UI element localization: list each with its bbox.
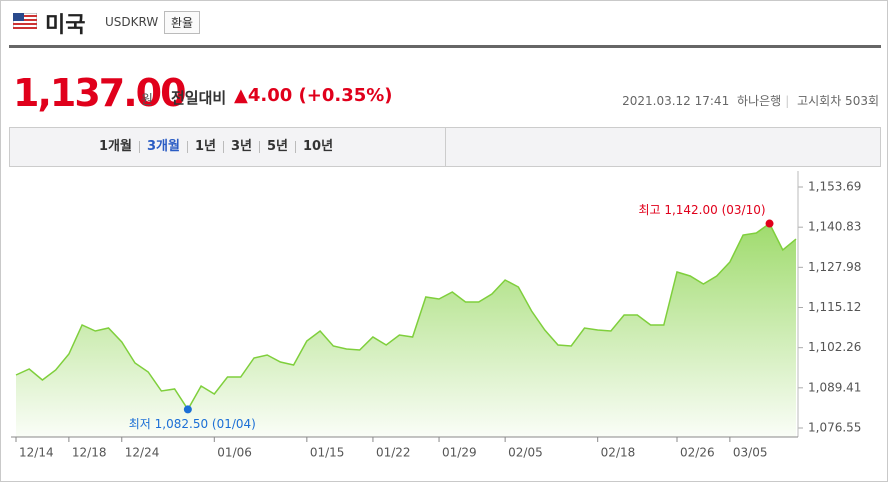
y-tick-label: 1,153.69 bbox=[808, 179, 861, 193]
rate-button[interactable]: 환율 bbox=[164, 11, 201, 34]
x-tick-label: 01/22 bbox=[376, 446, 411, 460]
change-label: 전일대비 bbox=[171, 89, 227, 107]
tab-bar: 1개월 3개월 1년 3년 5년 10년 bbox=[9, 127, 881, 167]
unit: 원 bbox=[141, 93, 153, 108]
line bbox=[15, 222, 797, 411]
meta: 2021.03.12 17:41 하나은행 | 고시회차 503회 bbox=[622, 94, 879, 108]
x-tick-label: 12/18 bbox=[72, 446, 107, 460]
y-tick-label: 1,115.12 bbox=[808, 300, 861, 314]
tab[interactable]: 5년 bbox=[258, 140, 295, 153]
x-tick-label: 02/18 bbox=[601, 446, 636, 460]
title: 미국 bbox=[45, 13, 86, 38]
code: USDKRW bbox=[105, 15, 159, 29]
x-tick-label: 03/05 bbox=[733, 446, 768, 460]
datetime: 2021.03.12 17:41 bbox=[622, 94, 730, 108]
bank: 하나은행 bbox=[737, 94, 782, 108]
price: 1,137.00 bbox=[13, 71, 187, 115]
tab[interactable]: 1년 bbox=[186, 140, 223, 153]
y-tick-label: 1,102.26 bbox=[808, 340, 861, 354]
x-tick-label: 01/29 bbox=[442, 446, 477, 460]
x-tick-label: 12/24 bbox=[125, 446, 160, 460]
high-label: 최고 1,142.00 (03/10) bbox=[638, 203, 765, 217]
divider bbox=[9, 45, 881, 48]
chart: 1,076.55 1,089.41 1,102.26 1,115.12 1,127.98… bbox=[11, 171, 861, 460]
flag-icon bbox=[13, 13, 37, 29]
round: 고시회차 503회 bbox=[797, 94, 879, 108]
tab[interactable]: 10년 bbox=[294, 140, 340, 153]
x-tick-label: 01/06 bbox=[217, 446, 252, 460]
change: ▲4.00 (+0.35%) bbox=[234, 85, 393, 106]
high-marker bbox=[765, 219, 774, 228]
x-tick-label: 01/15 bbox=[310, 446, 345, 460]
low-label: 최저 1,082.50 (01/04) bbox=[129, 417, 256, 431]
area bbox=[16, 223, 796, 437]
y-tick-label: 1,140.83 bbox=[808, 220, 861, 234]
x-tick-label: 12/14 bbox=[19, 446, 54, 460]
tab[interactable]: 3년 bbox=[222, 140, 259, 153]
x-tick-label: 02/26 bbox=[680, 446, 715, 460]
y-tick-label: 1,089.41 bbox=[808, 380, 861, 394]
tab[interactable]: 1개월 bbox=[99, 139, 132, 154]
low-marker bbox=[183, 405, 192, 414]
x-tick-label: 02/05 bbox=[508, 446, 543, 460]
tab[interactable]: 3개월 bbox=[138, 140, 187, 153]
y-tick-label: 1,127.98 bbox=[808, 260, 861, 274]
y-tick-label: 1,076.55 bbox=[808, 421, 861, 435]
